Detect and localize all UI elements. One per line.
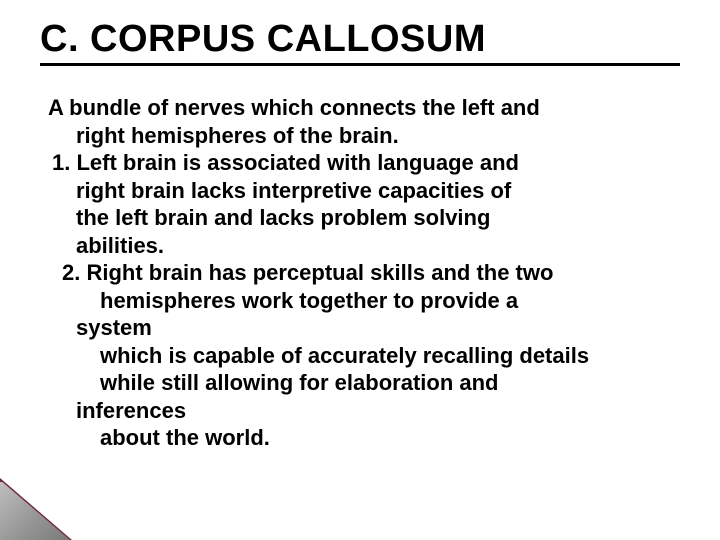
item-1-line-4: abilities. bbox=[48, 232, 650, 260]
item-2-line-1: 2. Right brain has perceptual skills and… bbox=[48, 259, 650, 287]
item-2-line-4: which is capable of accurately recalling… bbox=[48, 342, 650, 370]
intro-line-2: right hemispheres of the brain. bbox=[48, 122, 650, 150]
item-2-line-7: about the world. bbox=[48, 424, 650, 452]
item-2-line-6: inferences bbox=[48, 397, 650, 425]
item-1-line-1: 1. Left brain is associated with languag… bbox=[48, 149, 650, 177]
body-text: A bundle of nerves which connects the le… bbox=[40, 94, 680, 452]
item-1-line-2: right brain lacks interpretive capacitie… bbox=[48, 177, 650, 205]
intro-line-1: A bundle of nerves which connects the le… bbox=[48, 94, 650, 122]
item-2-line-2: hemispheres work together to provide a bbox=[48, 287, 650, 315]
slide-title: C. CORPUS CALLOSUM bbox=[40, 18, 680, 66]
slide: C. CORPUS CALLOSUM A bundle of nerves wh… bbox=[0, 0, 720, 540]
item-2-line-5: while still allowing for elaboration and bbox=[48, 369, 650, 397]
item-1-line-3: the left brain and lacks problem solving bbox=[48, 204, 650, 232]
item-2-line-3: system bbox=[48, 314, 650, 342]
